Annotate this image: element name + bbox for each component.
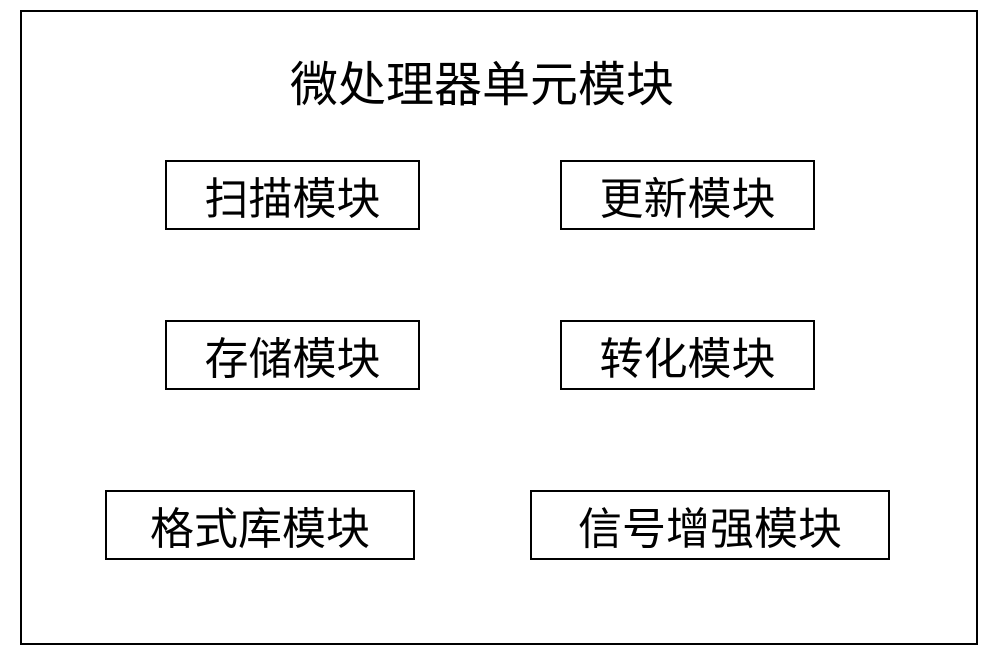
module-signal-enhance: 信号增强模块 (530, 490, 890, 560)
module-format-lib-label: 格式库模块 (150, 493, 370, 557)
module-update-label: 更新模块 (600, 163, 776, 227)
module-storage-label: 存储模块 (205, 323, 381, 387)
module-scan-label: 扫描模块 (205, 163, 381, 227)
module-signal-enhance-label: 信号增强模块 (578, 493, 842, 557)
module-conversion: 转化模块 (560, 320, 815, 390)
module-storage: 存储模块 (165, 320, 420, 390)
module-scan: 扫描模块 (165, 160, 420, 230)
module-conversion-label: 转化模块 (600, 323, 776, 387)
module-format-lib: 格式库模块 (105, 490, 415, 560)
diagram-title: 微处理器单元模块 (290, 45, 674, 115)
module-update: 更新模块 (560, 160, 815, 230)
